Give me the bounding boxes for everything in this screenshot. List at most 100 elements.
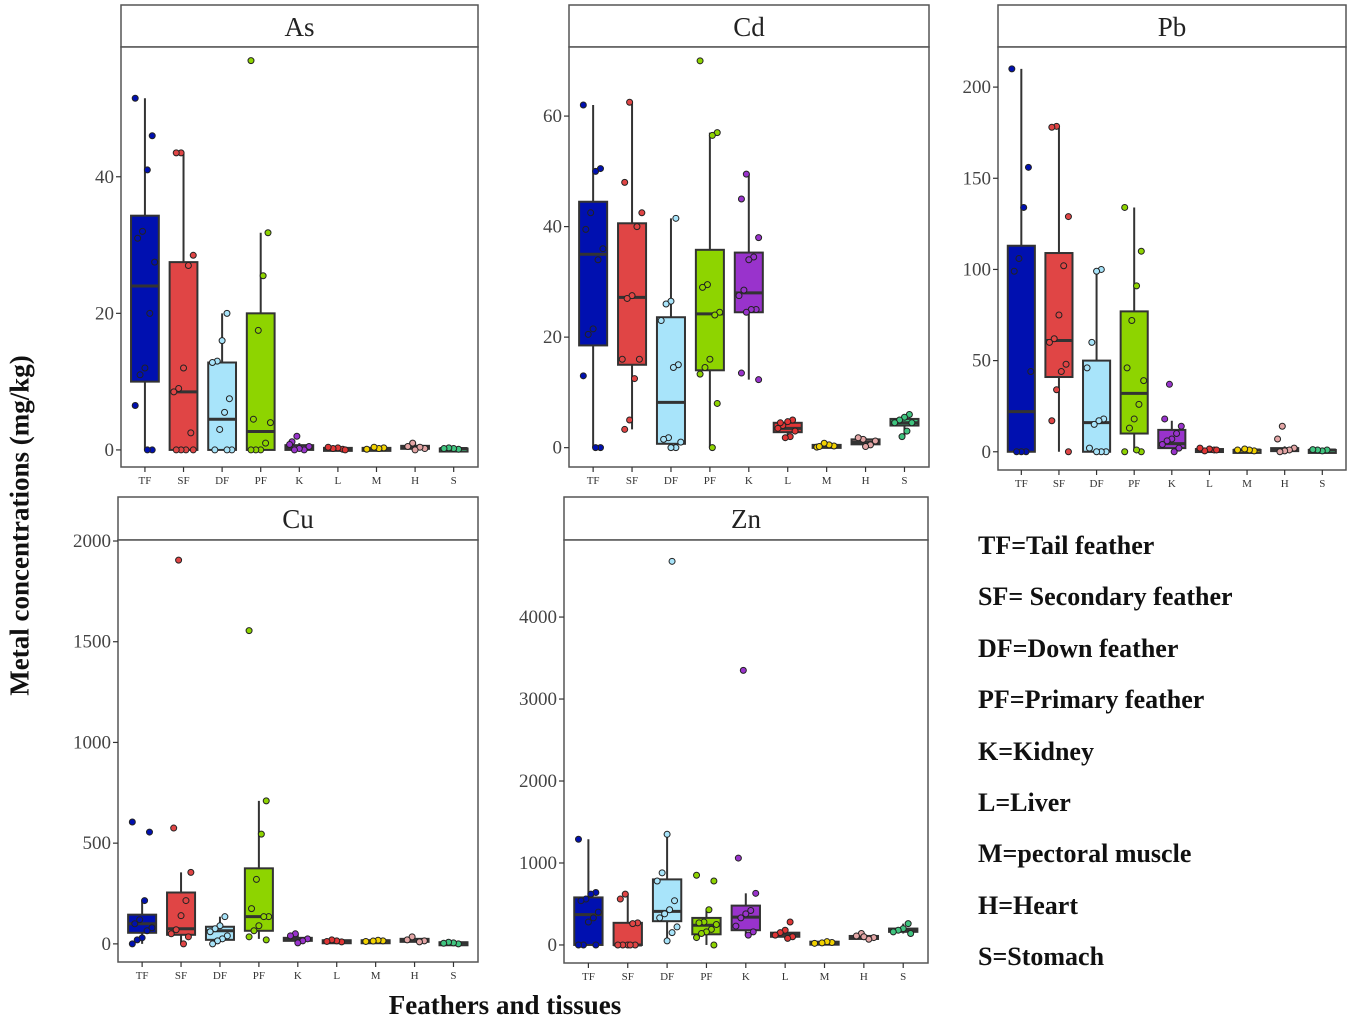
- data-point: [1015, 255, 1023, 262]
- y-tick-label: 60: [543, 106, 562, 127]
- data-point: [584, 918, 592, 926]
- data-point: [672, 214, 680, 222]
- data-point: [293, 432, 301, 440]
- data-point: [1276, 448, 1284, 456]
- data-point: [737, 195, 745, 203]
- data-point: [616, 895, 624, 903]
- x-tick-label: M: [820, 971, 830, 983]
- data-point: [1121, 448, 1129, 456]
- data-point: [774, 424, 782, 432]
- data-point: [623, 294, 631, 302]
- data-point: [618, 355, 626, 363]
- data-point: [852, 932, 860, 940]
- data-point: [574, 835, 582, 843]
- data-point: [148, 924, 156, 932]
- x-tick-label: S: [900, 971, 906, 983]
- data-point: [128, 818, 136, 826]
- data-point: [128, 940, 136, 948]
- data-point: [1024, 163, 1032, 171]
- data-point: [629, 920, 637, 928]
- panel-zn: Zn 0 1000 2000 3000 4000 TF SF DF PF K L M H S: [519, 496, 929, 983]
- y-tick-label: 0: [553, 438, 563, 459]
- y-tick-label: 4000: [519, 607, 557, 628]
- panel-title: Zn: [731, 504, 761, 534]
- data-point: [854, 434, 862, 442]
- legend-item: DF=Down feather: [978, 633, 1179, 663]
- y-tick-label: 0: [548, 935, 558, 956]
- data-point: [206, 928, 214, 936]
- x-tick-label: SF: [175, 970, 187, 982]
- x-tick-label: TF: [582, 971, 595, 983]
- data-point: [143, 166, 151, 174]
- x-tick-label: M: [372, 475, 382, 487]
- data-point: [907, 929, 915, 937]
- y-tick-label: 2000: [519, 771, 557, 792]
- data-point: [290, 446, 298, 454]
- data-point: [710, 877, 718, 885]
- box-df: [1082, 359, 1112, 453]
- panel-strip: [120, 4, 479, 48]
- data-point: [791, 427, 799, 435]
- data-point: [211, 925, 219, 933]
- data-point: [221, 408, 229, 416]
- data-point: [752, 889, 760, 897]
- data-point: [286, 440, 294, 448]
- data-point: [818, 939, 826, 947]
- data-point: [260, 913, 268, 921]
- data-point: [671, 897, 679, 905]
- data-point: [255, 922, 263, 930]
- data-point: [820, 439, 828, 447]
- y-tick-label: 1000: [519, 853, 557, 874]
- data-point: [732, 922, 740, 930]
- y-tick-label: 0: [982, 442, 992, 463]
- data-point: [621, 425, 629, 433]
- legend-item: L=Liver: [978, 787, 1071, 817]
- data-point: [695, 919, 703, 927]
- data-point: [661, 910, 669, 918]
- data-point: [266, 419, 274, 427]
- data-point: [151, 258, 159, 266]
- box-sf: [168, 261, 199, 451]
- x-tick-label: L: [335, 475, 342, 487]
- data-point: [587, 209, 595, 217]
- x-tick-label: SF: [177, 475, 189, 487]
- y-tick-label: 200: [963, 77, 992, 98]
- data-point: [187, 868, 195, 876]
- y-tick-label: 20: [95, 303, 114, 324]
- y-tick-label: 50: [972, 351, 991, 372]
- x-tick-label: PF: [1128, 478, 1140, 490]
- data-point: [668, 557, 676, 565]
- data-point: [705, 906, 713, 914]
- data-point: [587, 890, 595, 898]
- data-point: [1309, 446, 1317, 454]
- legend-item: K=Kidney: [978, 736, 1094, 766]
- data-point: [1090, 420, 1098, 428]
- data-point: [904, 920, 912, 928]
- data-point: [653, 877, 661, 885]
- box-df: [655, 316, 686, 445]
- data-point: [658, 869, 666, 877]
- data-point: [673, 923, 681, 931]
- data-point: [294, 939, 302, 947]
- legend-item: PF=Primary feather: [978, 685, 1205, 715]
- data-point: [621, 178, 629, 186]
- data-point: [1020, 203, 1028, 211]
- data-point: [784, 418, 792, 426]
- data-point: [1045, 338, 1053, 346]
- panel-title: Cu: [282, 504, 314, 534]
- data-point: [247, 446, 255, 454]
- data-point: [708, 131, 716, 139]
- data-point: [209, 940, 217, 948]
- data-point: [131, 920, 139, 928]
- data-point: [710, 941, 718, 949]
- data-point: [579, 101, 587, 109]
- y-tick-label: 40: [95, 167, 114, 188]
- x-tick-label: H: [1281, 478, 1289, 490]
- data-point: [223, 932, 231, 940]
- data-point: [131, 402, 139, 410]
- data-point: [667, 444, 675, 452]
- x-tick-label: DF: [660, 971, 674, 983]
- data-point: [737, 369, 745, 377]
- data-point: [1170, 448, 1178, 456]
